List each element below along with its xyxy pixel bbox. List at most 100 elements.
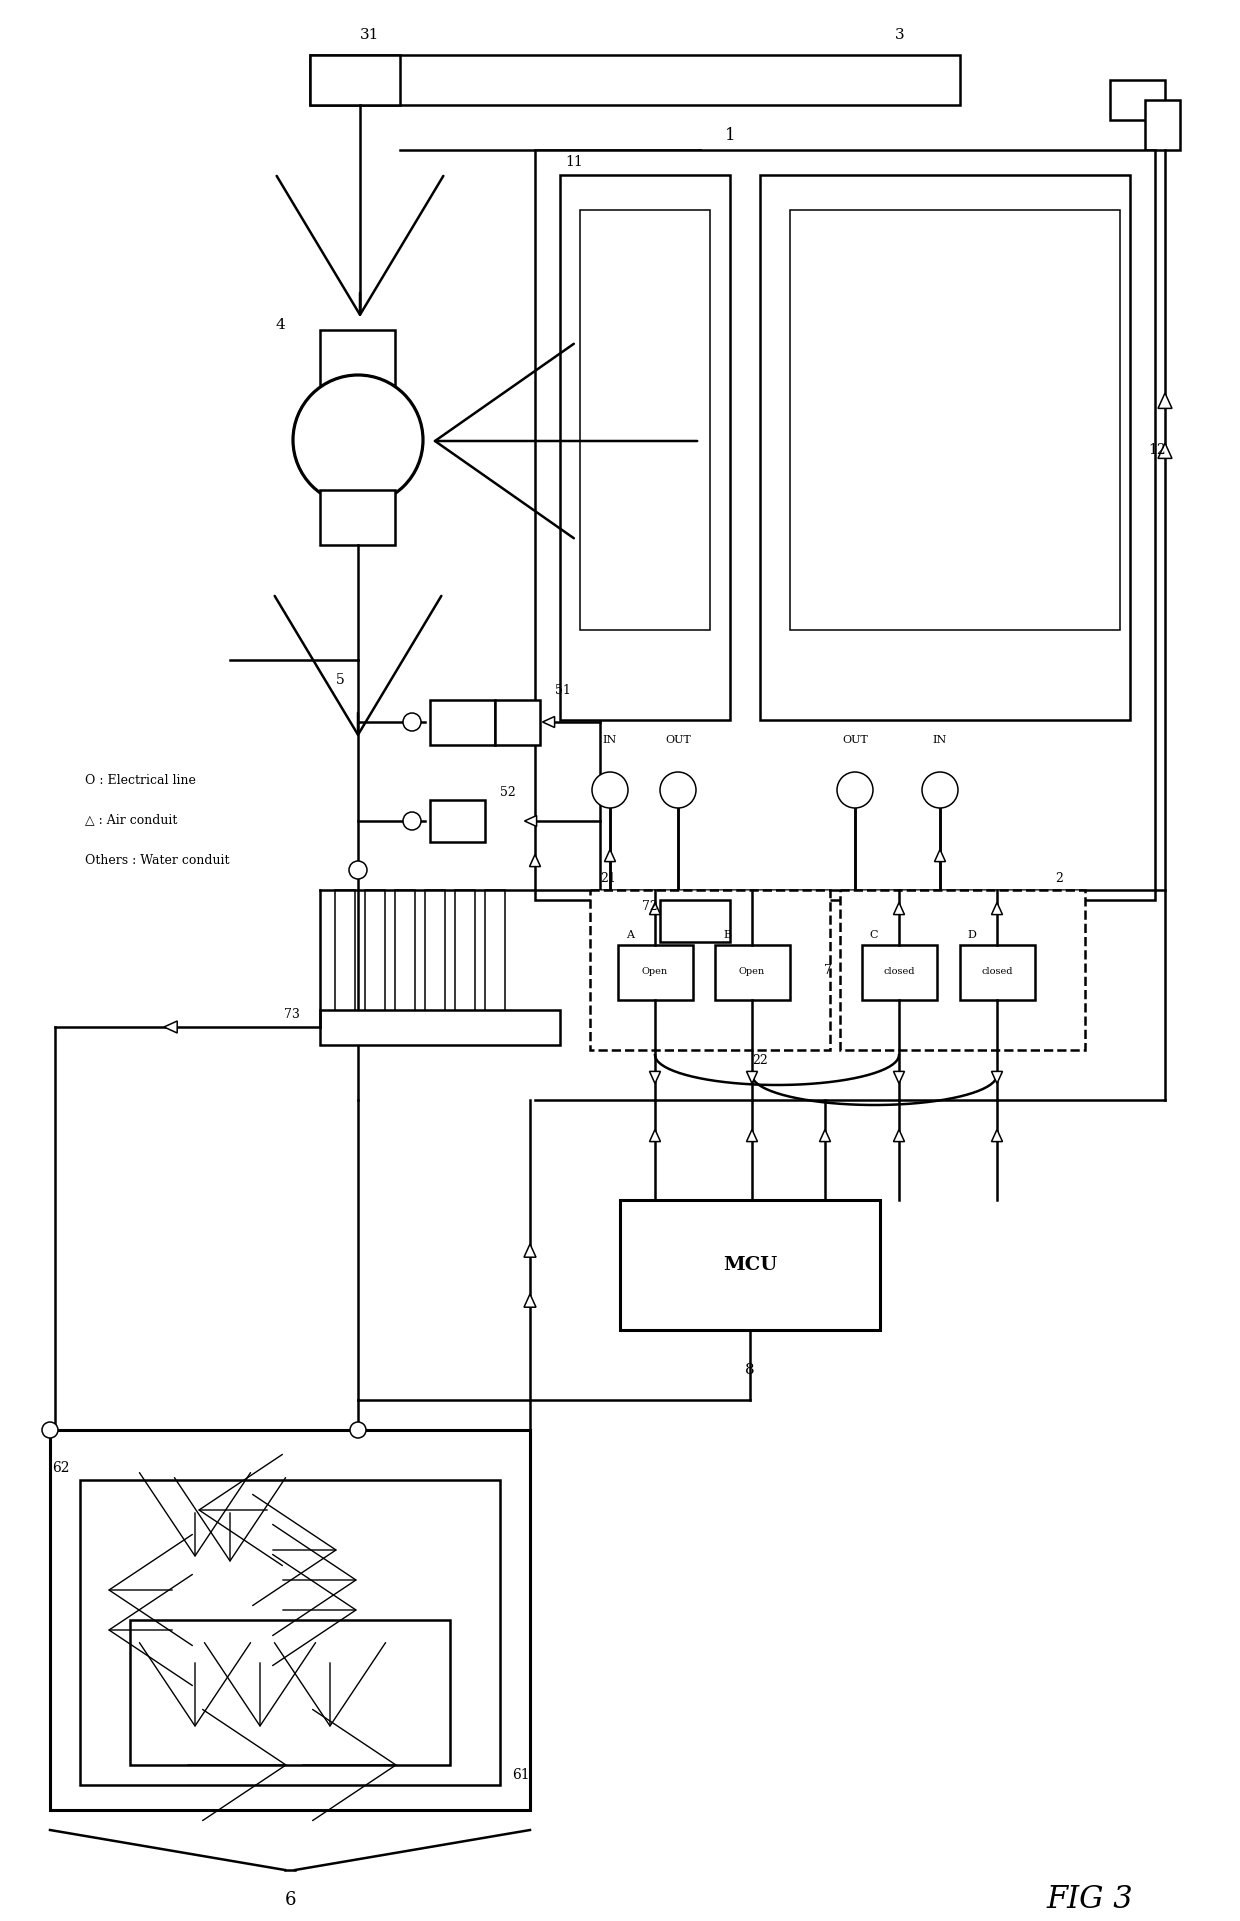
Text: B: B (723, 930, 732, 939)
Text: 12: 12 (1148, 444, 1166, 457)
Circle shape (293, 375, 423, 505)
Text: 2: 2 (1055, 872, 1063, 884)
Bar (560, 175, 730, 720)
Text: C: C (869, 930, 878, 939)
Bar (534, 150, 1154, 901)
Polygon shape (525, 1295, 536, 1306)
Bar (1145, 100, 1180, 150)
Polygon shape (746, 1072, 758, 1083)
Bar (760, 175, 1130, 720)
Bar (790, 209, 1120, 630)
Bar (839, 889, 1085, 1051)
Text: IN: IN (932, 736, 947, 745)
Circle shape (591, 772, 627, 809)
Polygon shape (935, 849, 945, 863)
Bar (430, 799, 485, 841)
Polygon shape (650, 1072, 661, 1083)
Bar (396, 889, 415, 1010)
Polygon shape (894, 903, 904, 914)
Text: 8: 8 (745, 1364, 755, 1377)
Text: 7: 7 (825, 964, 832, 976)
Polygon shape (992, 903, 1002, 914)
Bar (365, 889, 384, 1010)
Circle shape (42, 1422, 58, 1439)
Text: 22: 22 (753, 1053, 768, 1066)
Text: 5: 5 (336, 672, 345, 688)
Text: 6: 6 (284, 1890, 296, 1909)
Polygon shape (992, 1072, 1002, 1083)
Circle shape (660, 772, 696, 809)
Bar (495, 699, 539, 745)
Circle shape (403, 713, 422, 732)
Text: 51: 51 (556, 684, 570, 697)
Circle shape (350, 1422, 366, 1439)
Polygon shape (820, 1130, 831, 1141)
Text: 11: 11 (565, 156, 583, 169)
Polygon shape (605, 849, 615, 863)
Polygon shape (525, 1245, 536, 1256)
Polygon shape (529, 855, 541, 866)
Bar (130, 1619, 450, 1765)
Text: Open: Open (642, 968, 668, 976)
Bar (590, 889, 830, 1051)
Polygon shape (164, 1020, 177, 1033)
Bar (310, 56, 960, 106)
Text: D: D (967, 930, 976, 939)
Text: △ : Air conduit: △ : Air conduit (86, 813, 177, 826)
Text: 4: 4 (275, 319, 285, 332)
Text: IN: IN (603, 736, 618, 745)
Text: 61: 61 (512, 1767, 529, 1783)
Bar (715, 945, 790, 1001)
Text: O : Electrical line: O : Electrical line (86, 774, 196, 786)
Bar (618, 945, 693, 1001)
Bar (310, 56, 401, 106)
Text: 52: 52 (500, 786, 516, 799)
Bar (320, 490, 396, 546)
Bar (620, 1201, 880, 1329)
Text: OUT: OUT (665, 736, 691, 745)
Text: Others : Water conduit: Others : Water conduit (86, 853, 229, 866)
Text: 21: 21 (600, 872, 616, 884)
Text: closed: closed (981, 968, 1013, 976)
Polygon shape (543, 717, 554, 728)
Polygon shape (746, 1130, 758, 1141)
Circle shape (403, 813, 422, 830)
Polygon shape (1158, 444, 1172, 459)
Bar (430, 699, 495, 745)
Bar (580, 209, 711, 630)
Text: 73: 73 (284, 1009, 300, 1022)
Text: A: A (626, 930, 634, 939)
Polygon shape (894, 1072, 904, 1083)
Polygon shape (525, 816, 537, 826)
Bar (81, 1479, 500, 1785)
Polygon shape (1158, 394, 1172, 409)
Circle shape (837, 772, 873, 809)
Text: 72: 72 (642, 901, 658, 914)
Text: FIG 3: FIG 3 (1047, 1885, 1133, 1915)
Bar (660, 901, 730, 941)
Bar (320, 330, 396, 384)
Text: MCU: MCU (723, 1256, 777, 1274)
Polygon shape (650, 1130, 661, 1141)
Text: 3: 3 (895, 29, 905, 42)
Text: 31: 31 (361, 29, 379, 42)
Bar (335, 889, 355, 1010)
Text: 1: 1 (724, 127, 735, 144)
Polygon shape (650, 903, 661, 914)
Text: OUT: OUT (842, 736, 868, 745)
Text: 62: 62 (52, 1462, 69, 1475)
Bar (425, 889, 445, 1010)
Polygon shape (894, 1130, 904, 1141)
Polygon shape (992, 1130, 1002, 1141)
Text: Open: Open (739, 968, 765, 976)
Bar (862, 945, 937, 1001)
Circle shape (923, 772, 959, 809)
Bar (1110, 81, 1166, 119)
Bar (455, 889, 475, 1010)
Circle shape (348, 861, 367, 880)
Text: closed: closed (883, 968, 915, 976)
Bar (50, 1429, 529, 1810)
Bar (320, 1010, 560, 1045)
Bar (960, 945, 1035, 1001)
Bar (485, 889, 505, 1010)
